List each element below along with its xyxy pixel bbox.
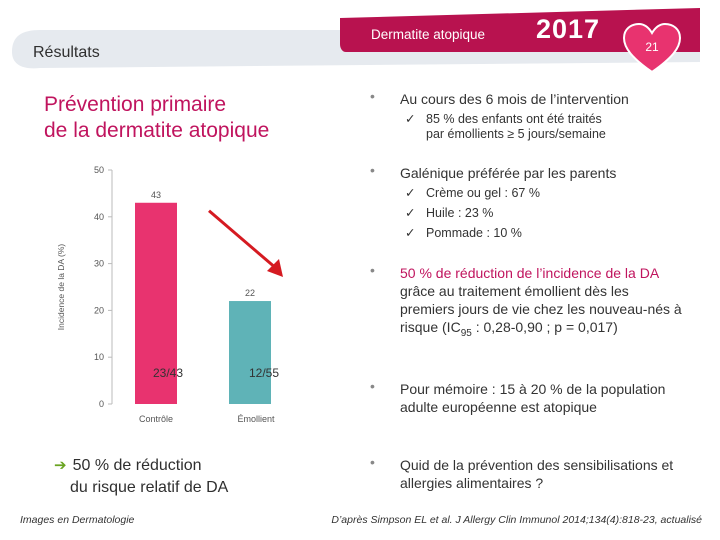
footer-source: Images en Dermatologie [20, 514, 135, 526]
bullet-dot-icon: • [370, 262, 375, 278]
y-tick-label: 40 [94, 212, 104, 222]
y-tick-label: 20 [94, 305, 104, 315]
conclusion-line2: du risque relatif de DA [70, 479, 229, 496]
bar-controle [135, 202, 177, 404]
data-label: 43 [151, 190, 161, 200]
y-tick-label: 30 [94, 259, 104, 269]
bullet-dot-icon: • [370, 378, 375, 394]
y-tick-label: 0 [99, 399, 104, 409]
check-icon: ✓ [405, 206, 416, 220]
sub-item-text: 85 % des enfants ont été traités par émol… [426, 112, 706, 142]
bullet-dot-icon: • [370, 454, 375, 470]
bullet-text: Pour mémoire : 15 à 20 % de la populatio… [400, 381, 666, 415]
sub-line: 85 % des enfants ont été traités [426, 112, 602, 126]
sub-item-text: Crème ou gel : 67 % [426, 186, 540, 200]
header-tab: Dermatite atopique [370, 27, 486, 42]
reduction-arrow [208, 209, 278, 271]
bullet-text: 50 % de réduction de l’incidence de la D… [400, 264, 682, 343]
section-title: Résultats [33, 44, 100, 61]
heart-icon [622, 22, 682, 74]
check-icon: ✓ [405, 186, 416, 200]
year-label: 2017 [536, 14, 601, 44]
sub-item-text: Pommade : 10 % [426, 226, 522, 240]
x-tick-label: Contrôle [139, 414, 173, 424]
y-axis-label: Incidence de la DA (%) [56, 244, 66, 331]
footer-reference: D’après Simpson EL et al. J Allergy Clin… [331, 514, 702, 526]
bullet-text-sub: 95 [460, 327, 472, 339]
sub-item-text: Huile : 23 % [426, 206, 494, 220]
check-icon: ✓ [405, 226, 416, 240]
highlight-text: 50 % de réduction de l’incidence de la D… [400, 265, 659, 281]
data-label: 22 [245, 288, 255, 298]
page-title: Prévention primaire de la dermatite atop… [44, 92, 269, 144]
reduction-arrow-head [267, 259, 283, 278]
bullet-text-end: : 0,28-0,90 ; p = 0,017) [471, 319, 618, 335]
bullet-text: Galénique préférée par les parents [400, 165, 617, 181]
y-tick-label: 50 [94, 165, 104, 175]
conclusion-line1: 50 % de réduction [72, 457, 202, 474]
header-band [0, 0, 720, 80]
fraction-label: 12/55 [249, 366, 279, 380]
bullet-text: Quid de la prévention des sensibilisatio… [400, 457, 674, 491]
x-tick-label: Émollient [237, 414, 275, 424]
check-icon: ✓ [405, 112, 416, 126]
conclusion: ➔ 50 % de réduction du risque relatif de … [54, 455, 228, 499]
bullet-dot-icon: • [370, 88, 375, 104]
bullet-text-rest: grâce au traitement émollient dès les pr… [400, 283, 682, 335]
sub-line: par émollients ≥ 5 jours/semaine [426, 127, 606, 141]
arrow-right-icon: ➔ [54, 457, 67, 474]
bar-emollient [229, 301, 271, 404]
page-title-line2: de la dermatite atopique [44, 119, 270, 142]
bullet-text: Au cours des 6 mois de l’intervention [400, 91, 629, 107]
header-band-shape [12, 8, 700, 69]
page-number: 21 [645, 40, 659, 54]
page-title-line1: Prévention primaire [44, 93, 227, 116]
bullet-dot-icon: • [370, 162, 375, 178]
y-tick-label: 10 [94, 352, 104, 362]
fraction-label: 23/43 [153, 366, 183, 380]
incidence-bar-chart: 0 10 20 30 40 50 Incidence de la DA (%) 43 23/43… [56, 165, 283, 424]
